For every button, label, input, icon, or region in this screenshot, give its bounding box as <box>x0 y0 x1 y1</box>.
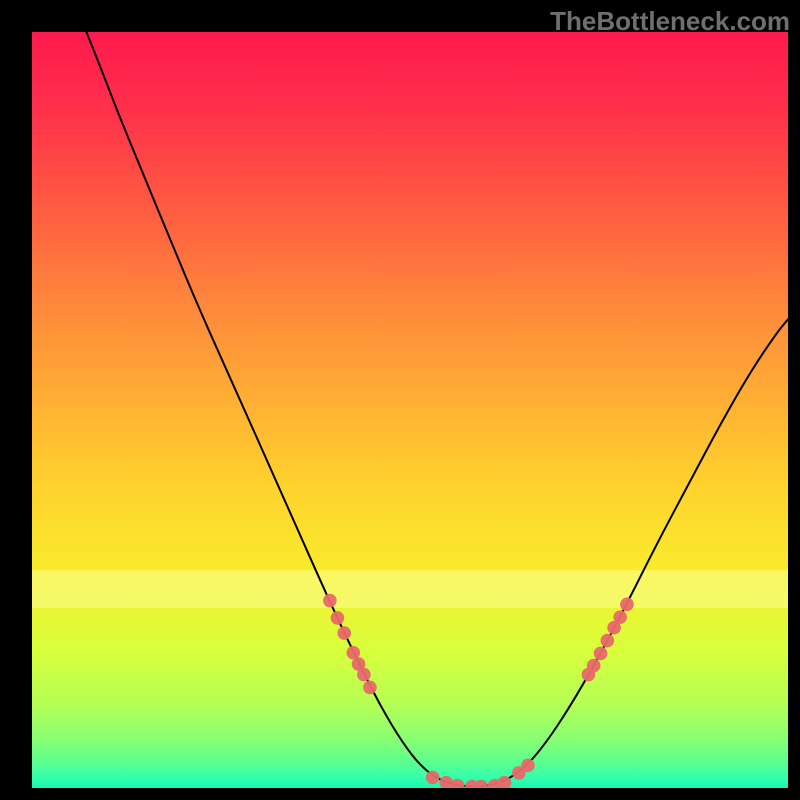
scatter-dot <box>440 776 453 788</box>
scatter-dot <box>608 621 621 634</box>
scatter-dot <box>364 681 377 694</box>
scatter-dot <box>426 771 439 784</box>
scatter-dot <box>513 767 526 780</box>
v-curve <box>86 32 788 786</box>
scatter-dot <box>587 659 600 672</box>
scatter-dot <box>338 627 351 640</box>
scatter-dot <box>475 780 488 788</box>
scatter-dot <box>324 594 337 607</box>
scatter-dot <box>621 598 634 611</box>
scatter-dot <box>522 759 535 772</box>
watermark-text: TheBottleneck.com <box>550 6 790 37</box>
scatter-dots <box>324 594 634 788</box>
scatter-dot <box>347 646 360 659</box>
scatter-dot <box>488 779 501 788</box>
scatter-dot <box>582 668 595 681</box>
plot-area <box>32 32 788 788</box>
scatter-dot <box>466 780 479 788</box>
scatter-dot <box>331 612 344 625</box>
scatter-dot <box>451 779 464 788</box>
scatter-dot <box>594 647 607 660</box>
scatter-dot <box>601 634 614 647</box>
figure-root: TheBottleneck.com <box>0 0 800 800</box>
scatter-dot <box>614 611 627 624</box>
highlight-band <box>32 570 788 608</box>
scatter-dot <box>358 668 371 681</box>
scatter-dot <box>498 776 511 788</box>
plot-svg <box>32 32 788 788</box>
scatter-dot <box>352 658 365 671</box>
